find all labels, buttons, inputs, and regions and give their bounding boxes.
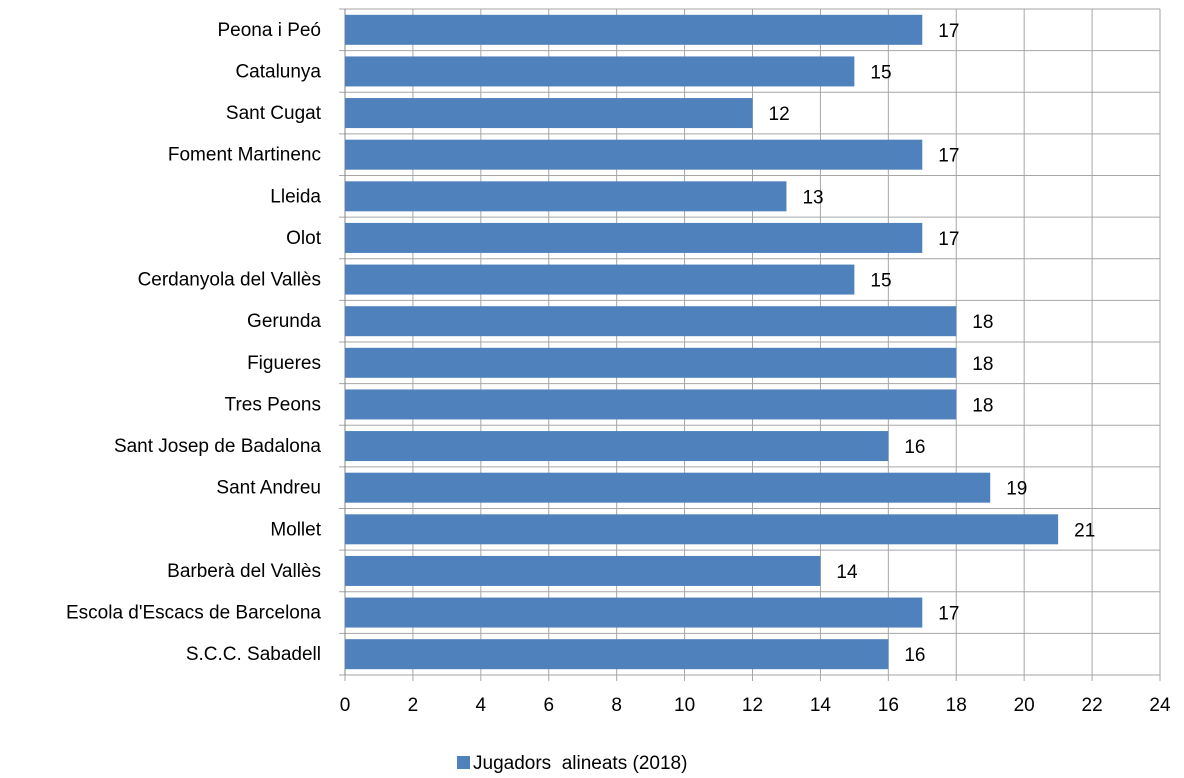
- legend-label: Jugadors alineats (2018): [473, 753, 687, 774]
- y-tick-label: Sant Andreu: [216, 478, 321, 499]
- y-tick-label: Sant Josep de Badalona: [114, 436, 321, 457]
- x-tick-label: 6: [543, 695, 554, 716]
- bar: [345, 347, 957, 378]
- x-tick-label: 24: [1149, 695, 1171, 716]
- bar: [345, 639, 889, 670]
- y-tick-label: Catalunya: [235, 61, 321, 82]
- bar: [345, 14, 923, 45]
- legend-swatch: [457, 756, 470, 769]
- value-label: 19: [1006, 479, 1027, 500]
- bar: [345, 98, 753, 129]
- y-tick-label: Olot: [286, 228, 322, 249]
- value-label: 21: [1074, 520, 1095, 541]
- y-tick-label: S.C.C. Sabadell: [186, 644, 321, 665]
- value-label: 17: [938, 21, 959, 42]
- y-tick-label: Escola d'Escacs de Barcelona: [66, 603, 321, 624]
- value-label: 17: [938, 604, 959, 625]
- value-label: 17: [938, 229, 959, 250]
- x-tick-label: 0: [340, 695, 351, 716]
- value-label: 16: [904, 437, 925, 458]
- x-tick-label: 18: [946, 695, 967, 716]
- x-tick-label: 20: [1014, 695, 1035, 716]
- value-label: 15: [870, 271, 891, 292]
- y-tick-label: Barberà del Vallès: [167, 561, 321, 582]
- y-tick-label: Cerdanyola del Vallès: [138, 270, 321, 291]
- value-label: 14: [836, 562, 858, 583]
- y-tick-label: Foment Martinenc: [168, 145, 321, 166]
- bar: [345, 56, 855, 87]
- x-tick-label: 8: [611, 695, 622, 716]
- bar: [345, 306, 957, 337]
- value-label: 15: [870, 62, 891, 83]
- value-label: 18: [972, 312, 993, 333]
- x-tick-label: 14: [810, 695, 832, 716]
- x-tick-label: 12: [742, 695, 763, 716]
- y-tick-label: Lleida: [270, 186, 321, 207]
- y-tick-label: Figueres: [247, 353, 321, 374]
- y-tick-label: Tres Peons: [225, 394, 321, 415]
- value-label: 12: [769, 104, 790, 125]
- bar: [345, 472, 991, 503]
- bar: [345, 597, 923, 628]
- bar: [345, 514, 1059, 545]
- bar: [345, 264, 855, 295]
- value-label: 16: [904, 645, 925, 666]
- x-tick-label: 16: [878, 695, 899, 716]
- bar: [345, 555, 821, 586]
- bar: [345, 139, 923, 170]
- y-tick-label: Gerunda: [247, 311, 321, 332]
- x-tick-label: 2: [408, 695, 419, 716]
- y-tick-label: Mollet: [270, 519, 321, 540]
- x-tick-label: 10: [674, 695, 695, 716]
- value-label: 13: [802, 187, 823, 208]
- value-label: 18: [972, 354, 993, 375]
- y-tick-label: Peona i Peó: [217, 20, 321, 41]
- bar: [345, 389, 957, 420]
- x-tick-label: 4: [476, 695, 487, 716]
- y-tick-label: Sant Cugat: [226, 103, 322, 124]
- value-label: 17: [938, 146, 959, 167]
- bar: [345, 431, 889, 462]
- x-tick-label: 22: [1082, 695, 1103, 716]
- bar: [345, 222, 923, 253]
- value-label: 18: [972, 395, 993, 416]
- bar: [345, 181, 787, 212]
